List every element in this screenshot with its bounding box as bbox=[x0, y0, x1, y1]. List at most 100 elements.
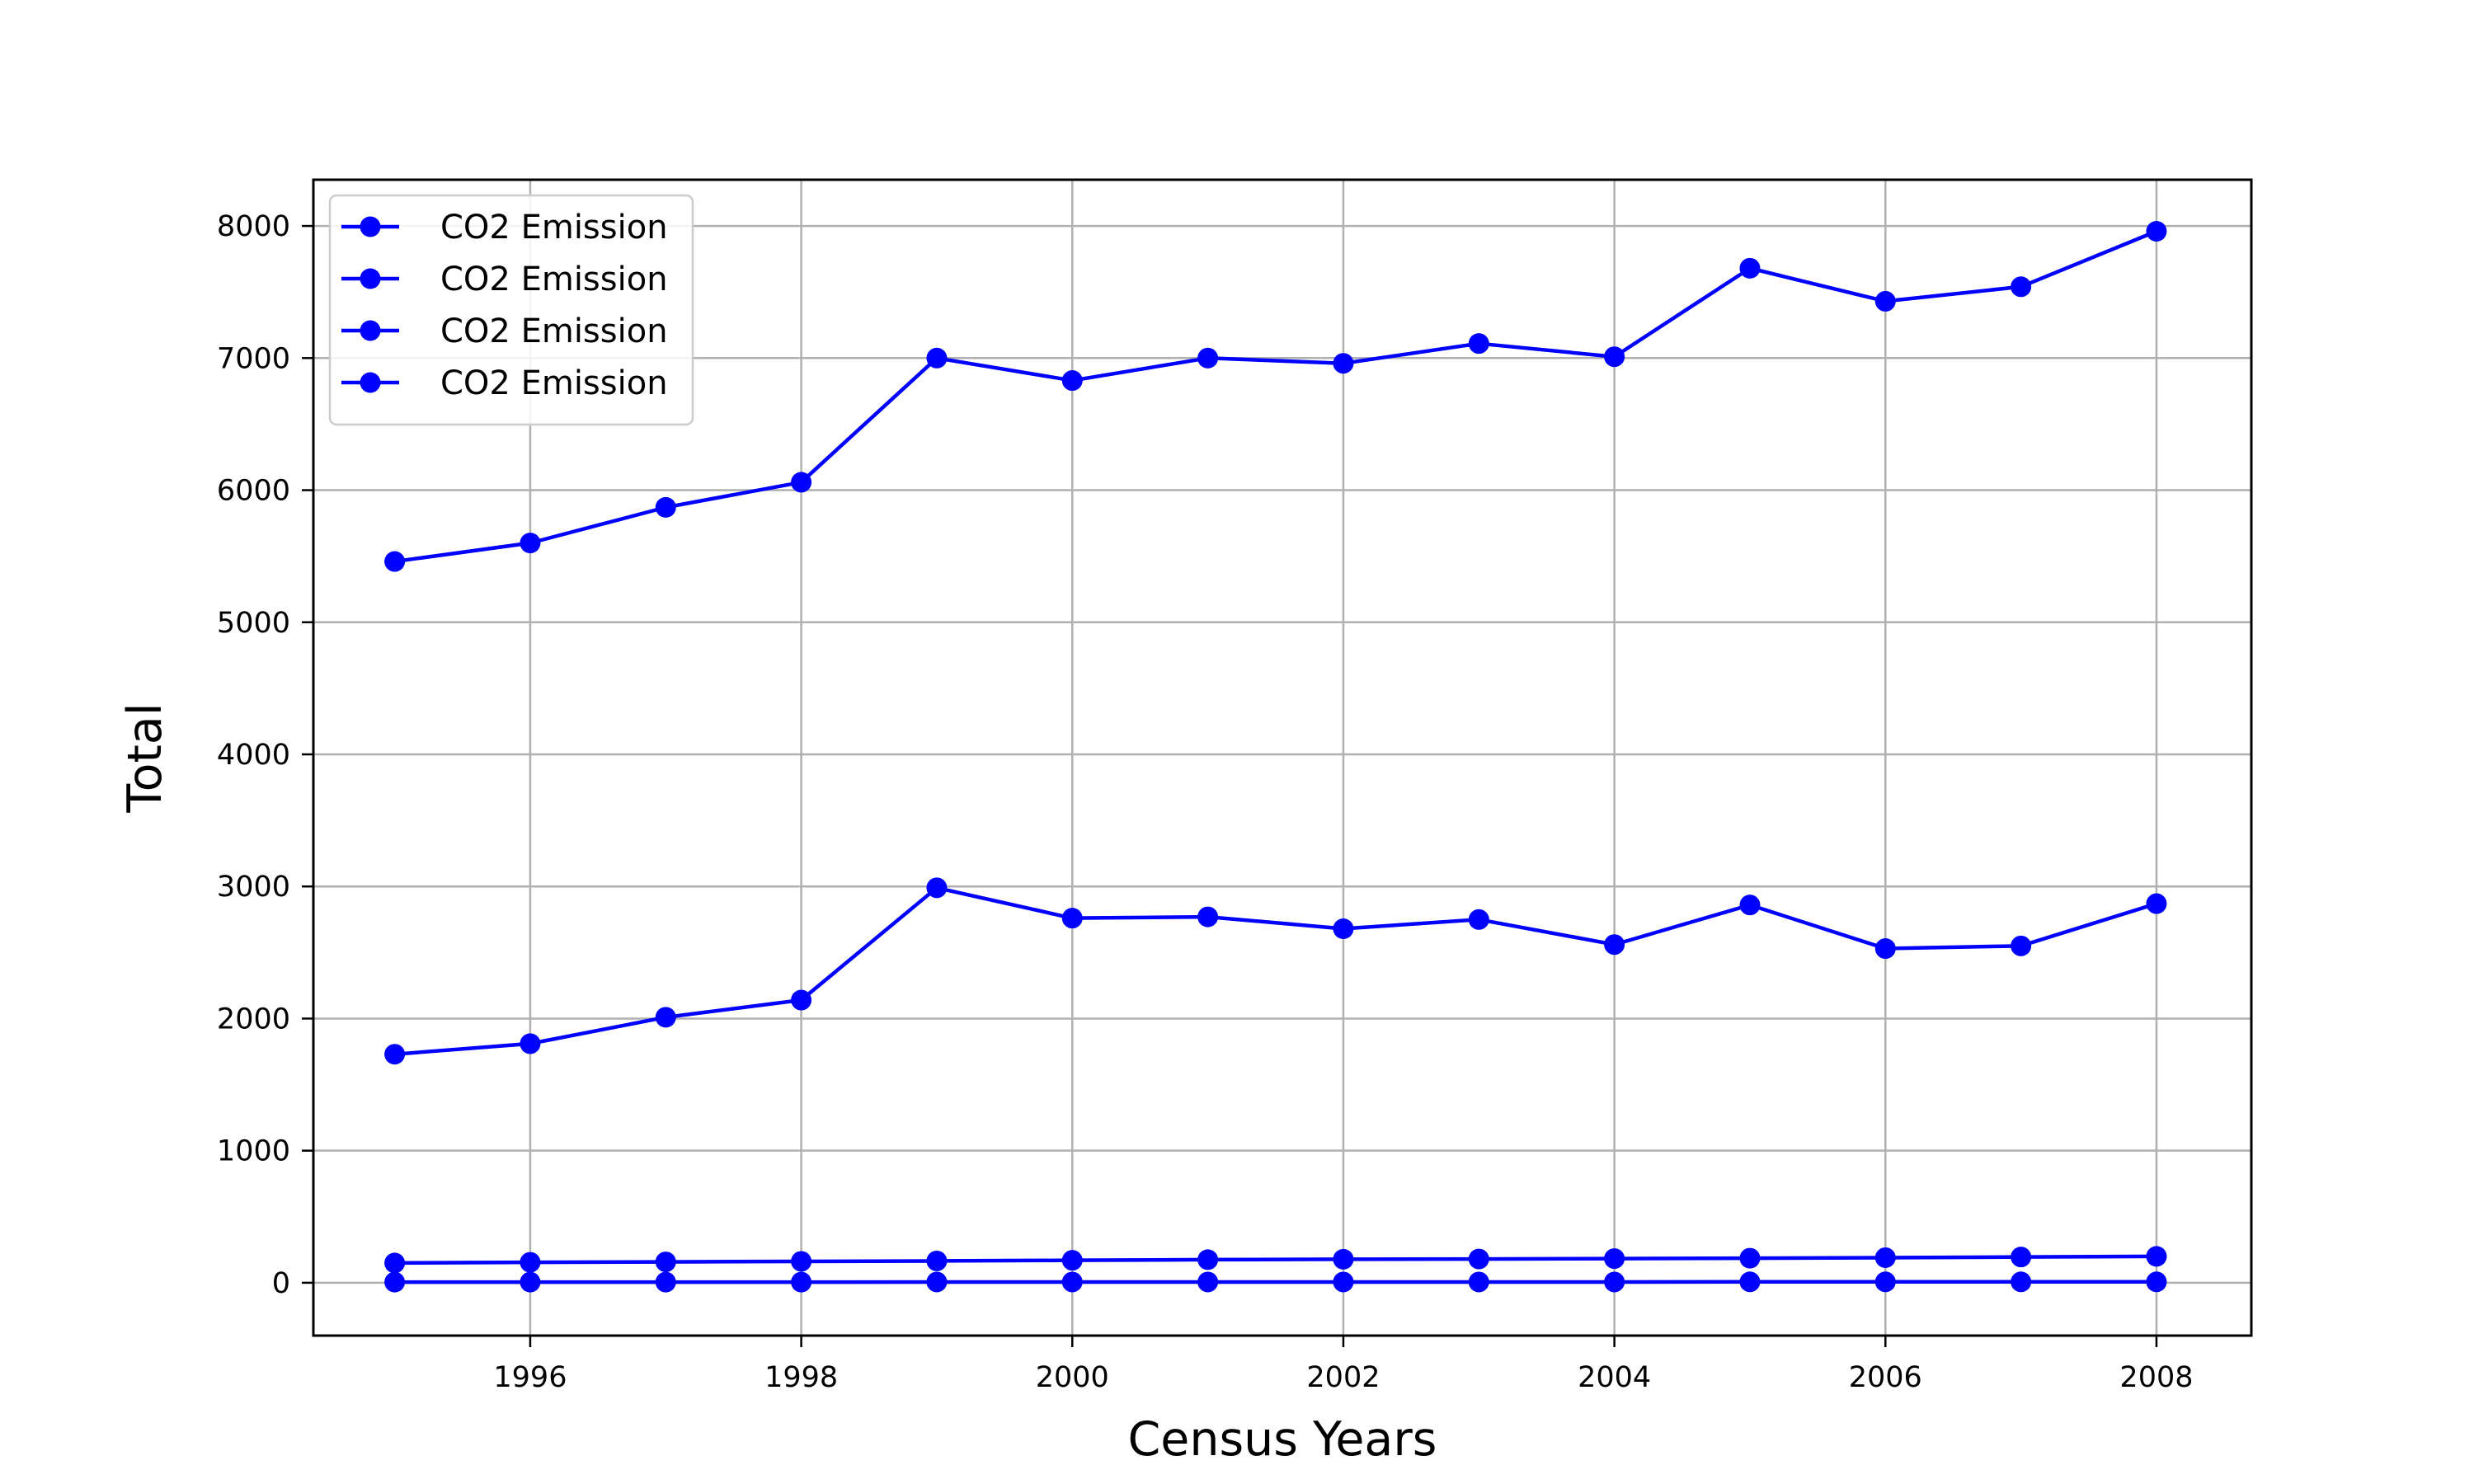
data-point bbox=[1604, 934, 1625, 956]
series-3 bbox=[384, 1246, 2167, 1274]
series-4 bbox=[384, 1271, 2167, 1293]
data-point bbox=[791, 1271, 812, 1293]
legend-item: CO2 Emission bbox=[341, 312, 668, 350]
x-axis-label: Census Years bbox=[1127, 1412, 1437, 1467]
data-point bbox=[2146, 893, 2167, 914]
data-point bbox=[1604, 346, 1625, 368]
data-point bbox=[655, 1271, 676, 1293]
data-point bbox=[1333, 1271, 1354, 1293]
data-point bbox=[1468, 909, 1489, 930]
data-point bbox=[926, 347, 948, 369]
data-point bbox=[384, 1044, 406, 1065]
data-point bbox=[1333, 1248, 1354, 1270]
y-tick-label: 2000 bbox=[217, 1003, 290, 1036]
data-point bbox=[520, 1033, 541, 1054]
y-tick-label: 3000 bbox=[217, 871, 290, 904]
data-point bbox=[2146, 1271, 2167, 1293]
data-point bbox=[1197, 906, 1219, 928]
series-2 bbox=[384, 877, 2167, 1065]
data-point bbox=[1739, 1247, 1761, 1269]
data-point bbox=[791, 472, 812, 493]
data-point bbox=[1468, 1248, 1489, 1270]
legend: CO2 Emission CO2 Emission CO2 Emission CO2 … bbox=[328, 194, 694, 426]
ticks: 1996 1998 2000 2002 2004 2006 2008 0 1000 2000 300… bbox=[217, 210, 2194, 1394]
data-point bbox=[384, 1252, 406, 1274]
legend-item: CO2 Emission bbox=[341, 261, 668, 298]
y-axis-label: Total bbox=[118, 702, 172, 813]
data-point bbox=[791, 989, 812, 1011]
x-tick-label: 1996 bbox=[493, 1361, 567, 1394]
data-point bbox=[1333, 353, 1354, 374]
data-point bbox=[2146, 220, 2167, 242]
data-point bbox=[1739, 1271, 1761, 1293]
x-tick-label: 2004 bbox=[1578, 1361, 1651, 1394]
data-point bbox=[1468, 1271, 1489, 1293]
plot-area-frame bbox=[312, 178, 2253, 1337]
data-point bbox=[2011, 1247, 2032, 1268]
y-tick-label: 0 bbox=[272, 1267, 290, 1300]
data-point bbox=[1874, 290, 1896, 312]
data-point bbox=[791, 1251, 812, 1272]
data-point bbox=[520, 1271, 541, 1293]
data-point bbox=[1874, 938, 1896, 960]
legend-item: CO2 Emission bbox=[341, 364, 668, 402]
data-point bbox=[1061, 908, 1083, 929]
x-tick-label: 2002 bbox=[1306, 1361, 1380, 1394]
x-tick-label: 2000 bbox=[1036, 1361, 1109, 1394]
grid bbox=[313, 180, 2251, 1336]
y-tick-label: 6000 bbox=[217, 475, 290, 508]
x-tick-label: 1998 bbox=[764, 1361, 838, 1394]
y-tick-label: 1000 bbox=[217, 1135, 290, 1168]
data-point bbox=[1061, 1250, 1083, 1271]
legend-label: CO2 Emission bbox=[440, 312, 668, 350]
data-point bbox=[1061, 1271, 1083, 1293]
data-point bbox=[1739, 257, 1761, 279]
y-tick-label: 4000 bbox=[217, 739, 290, 772]
legend-marker-swatch bbox=[360, 216, 381, 237]
data-point bbox=[655, 1252, 676, 1273]
data-point bbox=[2011, 935, 2032, 956]
data-point bbox=[1874, 1247, 1896, 1268]
legend-marker-swatch bbox=[360, 372, 381, 393]
data-point bbox=[2011, 1271, 2032, 1293]
series-line bbox=[394, 885, 2157, 1056]
legend-marker-swatch bbox=[360, 320, 381, 341]
legend-box bbox=[328, 194, 694, 426]
legend-label: CO2 Emission bbox=[440, 209, 668, 247]
y-tick-label: 7000 bbox=[217, 342, 290, 375]
data-point bbox=[384, 1271, 406, 1293]
y-tick-label: 8000 bbox=[217, 210, 290, 243]
data-point bbox=[926, 1271, 948, 1293]
data-point bbox=[1468, 333, 1489, 355]
series-1 bbox=[384, 220, 2167, 572]
x-tick-label: 2006 bbox=[1849, 1361, 1922, 1394]
data-point bbox=[1604, 1271, 1625, 1293]
legend-item: CO2 Emission bbox=[341, 209, 668, 247]
data-point bbox=[1197, 347, 1219, 369]
legend-marker-swatch bbox=[360, 268, 381, 289]
series-line bbox=[394, 229, 2157, 564]
legend-label: CO2 Emission bbox=[440, 261, 668, 298]
data-point bbox=[926, 1250, 948, 1271]
data-point bbox=[1874, 1271, 1896, 1293]
data-point bbox=[926, 877, 948, 899]
data-point bbox=[1333, 918, 1354, 939]
data-point bbox=[1604, 1248, 1625, 1270]
data-point bbox=[520, 533, 541, 554]
x-tick-label: 2008 bbox=[2119, 1361, 2193, 1394]
series-layer bbox=[384, 220, 2167, 1293]
series-line bbox=[394, 1254, 2157, 1266]
y-tick-label: 5000 bbox=[217, 607, 290, 640]
data-point bbox=[1197, 1249, 1219, 1270]
data-point bbox=[1739, 895, 1761, 916]
legend-label: CO2 Emission bbox=[440, 364, 668, 402]
data-point bbox=[2146, 1246, 2167, 1267]
data-point bbox=[384, 551, 406, 572]
data-point bbox=[1061, 370, 1083, 392]
data-point bbox=[2011, 276, 2032, 298]
data-point bbox=[655, 1007, 676, 1028]
data-point bbox=[520, 1252, 541, 1273]
data-point bbox=[1197, 1271, 1219, 1293]
